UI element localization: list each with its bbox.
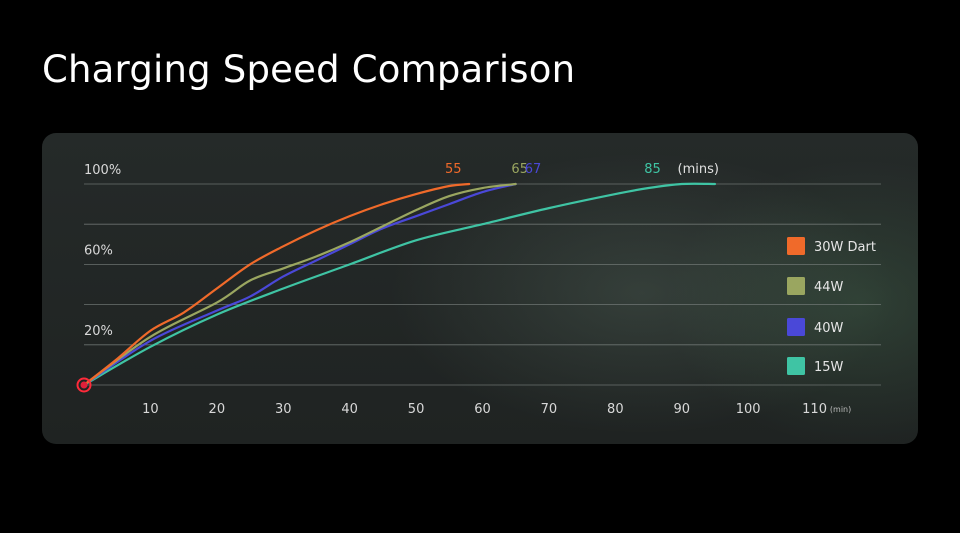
origin-marker-ring	[76, 377, 92, 393]
end-label: 65	[511, 162, 528, 177]
x-tick-label: 10	[142, 402, 159, 417]
legend-swatch-44w	[787, 277, 805, 295]
x-tick-label: 110	[802, 402, 827, 417]
end-label: 85	[644, 162, 661, 177]
page-title: Charging Speed Comparison	[42, 48, 576, 91]
series-line-40w	[82, 182, 517, 387]
x-tick-label: 80	[607, 402, 624, 417]
series-line-15w	[82, 182, 717, 387]
x-tick-label: 30	[275, 402, 292, 417]
y-tick-label: 100%	[84, 163, 121, 178]
legend-label: 15W	[814, 360, 844, 375]
legend-label: 40W	[814, 321, 844, 336]
legend-swatch-30w-dart	[787, 237, 805, 255]
series-line-44w	[82, 182, 517, 387]
end-label: 55	[445, 162, 462, 177]
x-tick-label: 40	[341, 402, 358, 417]
y-tick-label: 60%	[84, 243, 113, 258]
legend-swatch-15w	[787, 357, 805, 375]
x-tick-label: 60	[474, 402, 491, 417]
series-line-30w-dart	[82, 182, 471, 387]
x-tick-label: 50	[408, 402, 425, 417]
y-tick-label: 20%	[84, 324, 113, 339]
legend-label: 30W Dart	[814, 240, 876, 255]
origin-marker-dot	[80, 381, 88, 389]
legend-label: 44W	[814, 280, 844, 295]
charging-chart: 20% 60% 100% 10 20 30 40 50 60 70 80 90 100 110 (min) 5…	[76, 162, 881, 417]
x-tick-label: 100	[736, 402, 761, 417]
x-tick-label: 70	[541, 402, 558, 417]
end-label: 67	[525, 162, 542, 177]
x-tick-label: 90	[673, 402, 690, 417]
x-axis-unit: (min)	[830, 405, 851, 414]
x-tick-label: 20	[209, 402, 226, 417]
legend-swatch-40w	[787, 318, 805, 336]
end-unit-label: (mins)	[678, 162, 719, 177]
chart-panel: 20% 60% 100% 10 20 30 40 50 60 70 80 90 100 110 (min) 5…	[42, 133, 918, 444]
